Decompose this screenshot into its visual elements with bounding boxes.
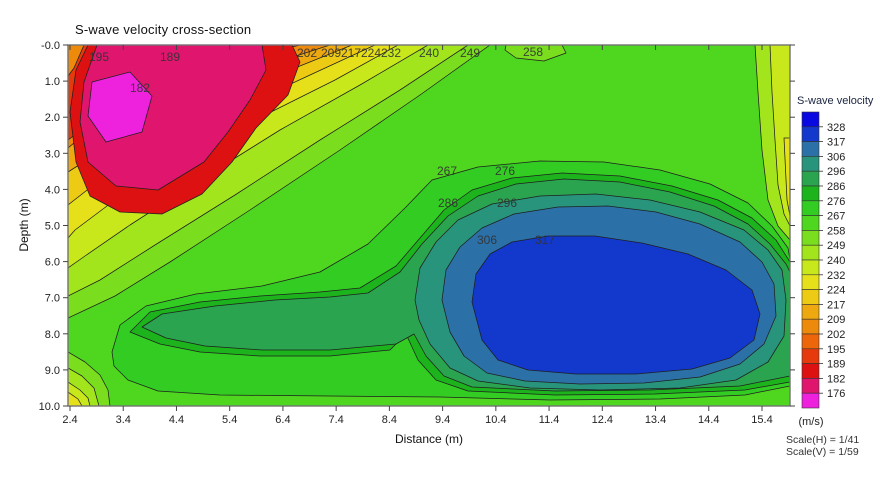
contour-value-label: 258 [523, 45, 543, 59]
legend-value-label: 267 [827, 211, 845, 223]
contour-value-label: 317 [535, 233, 555, 247]
x-tick-label: 2.4 [62, 414, 77, 426]
x-tick-label: 7.4 [329, 414, 344, 426]
scale-vertical-text: Scale(V) = 1/59 [786, 446, 859, 458]
legend-value-label: 317 [827, 137, 845, 149]
colorbar-segment [801, 289, 820, 305]
contour-field [68, 45, 790, 406]
legend-value-label: 240 [827, 255, 845, 267]
colorbar-segment [801, 230, 820, 246]
legend-value-label: 276 [827, 196, 845, 208]
legend-value-label: 306 [827, 151, 845, 163]
legend-value-label: 328 [827, 122, 845, 134]
legend-value-label: 286 [827, 181, 845, 193]
contour-value-label: 189 [160, 50, 180, 64]
contour-value-label: 209 [321, 46, 341, 60]
contour-value-label: 182 [130, 81, 150, 95]
colorbar-segment [801, 378, 820, 394]
page-title: S-wave velocity cross-section [75, 22, 252, 37]
colorbar-segment [801, 318, 820, 335]
band-232-240-right [769, 45, 790, 227]
y-tick-label: 7.0 [45, 293, 60, 305]
legend-value-label: 182 [827, 373, 845, 385]
legend-value-label: 249 [827, 240, 845, 252]
x-tick-label: 11.4 [539, 414, 560, 426]
y-tick-label: -0.0 [41, 40, 60, 52]
legend-unit: (m/s) [798, 416, 824, 428]
y-tick-label: 9.0 [45, 365, 60, 377]
colorbar-segment [801, 111, 820, 128]
colorbar-segment [801, 333, 820, 350]
contour-value-label: 240 [419, 46, 439, 60]
colorbar-segment [801, 304, 820, 320]
legend-value-label: 189 [827, 359, 845, 371]
corner-wedge-202-209 [68, 45, 85, 77]
colorbar-segment [801, 185, 820, 202]
x-tick-label: 13.4 [645, 414, 666, 426]
x-tick-label: 12.4 [592, 414, 613, 426]
x-tick-label: 9.4 [435, 414, 450, 426]
colorbar-segment [801, 244, 820, 261]
colorbar-segment [801, 141, 820, 157]
contour-value-label: 276 [495, 164, 515, 178]
x-tick-label: 3.4 [116, 414, 131, 426]
legend-value-label: 176 [827, 388, 845, 400]
y-axis-label: Depth (m) [17, 198, 31, 252]
legend-value-label: 258 [827, 225, 845, 237]
contour-value-label: 217 [341, 46, 361, 60]
y-tick-label: 6.0 [45, 257, 60, 269]
x-tick-label: 10.4 [485, 414, 506, 426]
contour-value-label: 249 [460, 46, 480, 60]
legend-value-label: 202 [827, 329, 845, 341]
colorbar-segment [801, 200, 820, 216]
x-tick-label: 15.4 [751, 414, 772, 426]
legend-value-label: 217 [827, 299, 845, 311]
y-tick-label: 4.0 [45, 184, 60, 196]
legend-value-label: 195 [827, 344, 845, 356]
x-axis-label: Distance (m) [394, 432, 463, 446]
legend-value-label: 209 [827, 314, 845, 326]
colorbar-segment [801, 170, 820, 187]
contour-value-label: 195 [89, 50, 109, 64]
legend-value-label: 224 [827, 285, 845, 297]
x-tick-label: 6.4 [275, 414, 290, 426]
scale-horizontal-text: Scale(H) = 1/41 [786, 434, 860, 446]
colorbar-segment [801, 156, 820, 172]
colorbar-segment [801, 215, 820, 231]
loop-249-258-top [504, 45, 567, 62]
band-224-232-bottomleft [68, 391, 83, 406]
y-tick-label: 2.0 [45, 112, 60, 124]
colorbar-segment [801, 348, 820, 364]
legend-value-label: 296 [827, 166, 845, 178]
colorbar-segment [801, 274, 820, 290]
contour-value-label: 224 [361, 46, 381, 60]
contour-value-label: 267 [437, 164, 457, 178]
contour-value-label: 202 [297, 46, 317, 60]
x-tick-label: 5.4 [222, 414, 237, 426]
legend-value-label: 232 [827, 270, 845, 282]
colorbar-segment [801, 363, 820, 379]
colorbar-segment [801, 392, 820, 409]
contour-value-label: 296 [497, 196, 517, 210]
y-tick-label: 3.0 [45, 148, 60, 160]
contour-value-label: 306 [477, 233, 497, 247]
x-tick-label: 14.4 [698, 414, 719, 426]
legend-title: S-wave velocity [797, 95, 874, 107]
colorbar-segment [801, 126, 820, 142]
contour-value-label: 232 [381, 46, 401, 60]
x-tick-label: 4.4 [169, 414, 184, 426]
y-tick-label: 8.0 [45, 329, 60, 341]
region-317-328 [471, 235, 761, 375]
band-224-232-right [783, 137, 790, 217]
y-tick-label: 5.0 [45, 221, 60, 233]
y-tick-label: 1.0 [45, 76, 60, 88]
colorbar-segment [801, 259, 820, 276]
contour-value-label: 286 [438, 196, 458, 210]
core-below-176 [87, 71, 153, 143]
y-tick-label: 10.0 [39, 401, 60, 413]
x-tick-label: 8.4 [382, 414, 397, 426]
